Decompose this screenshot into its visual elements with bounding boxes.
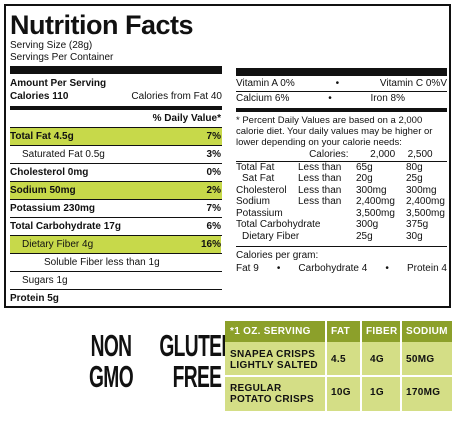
label-left-column: Nutrition Facts Serving Size (28g) Servi… [10,6,222,306]
comparison-header [225,321,452,342]
potato-fat: 10G [331,387,351,398]
dv-table-row: Potassium 3,500mg 3,500mg [236,207,445,219]
nutrient-row-soluble-fiber: Soluble Fiber less than 1g [10,253,222,271]
nutrient-row-dietary-fiber: Dietary Fiber 4g 16% [10,235,222,253]
product-name-snapea: SNAPEA CRISPS LIGHTLY SALTED [230,349,318,371]
nutrient-row-protein: Protein 5g [10,289,222,307]
nutrient-row-saturated-fat: Saturated Fat 0.5g 3% [10,145,222,163]
snapea-fat: 4.5 [331,354,346,365]
comparison-table: *1 OZ. SERVING FAT FIBER SODIUM SNAPEA C… [225,321,452,411]
nutrition-facts-label: Nutrition Facts Serving Size (28g) Servi… [4,4,451,308]
header-fat: FAT [331,326,351,337]
footnote: * Percent Daily Values are based on a 2,… [236,115,433,148]
nutrient-row-cholesterol: Cholesterol 0mg 0% [10,163,222,181]
vitamin-row-2: Calcium 6% • Iron 8% [236,93,405,104]
dv-table-row: Cholesterol Less than 300mg 300mg [236,184,437,196]
nutrient-row-total-carbohydrate: Total Carbohydrate 17g 6% [10,217,222,235]
servings-per-container: Servings Per Container [10,52,114,63]
dv-table-row: Sat Fat Less than 20g 25g [242,173,423,184]
divider-thick-right [236,68,447,76]
divider-medium [10,106,222,110]
non-gmo-badge: NON GMO [88,328,134,394]
header-fiber: FIBER [366,326,398,337]
nutrient-row-sugars: Sugars 1g [10,271,222,289]
dv-table-row: Dietary Fiber 25g 30g [242,230,423,242]
divider-medium-right [236,108,447,112]
label-title: Nutrition Facts [10,10,194,40]
calories-per-gram-block: Calories per gram: Fat 9 • Carbohydrate … [236,246,447,276]
dv-table-row: Sodium Less than 2,400mg 2,400mg [236,196,445,207]
snapea-fiber: 4G [370,354,384,365]
nutrient-row-sodium: Sodium 50mg 2% [10,181,222,199]
calories-per-gram-values: Fat 9 • Carbohydrate 4 • Protein 4 [236,263,447,274]
potato-fiber: 1G [370,387,384,398]
label-right-column: Vitamin A 0% • Vitamin C 0%V Calcium 6% … [236,6,447,306]
divider-thick [10,66,222,74]
header-serving: *1 OZ. SERVING [230,326,311,337]
calories-from-fat: Calories from Fat 40 [131,91,222,102]
column-divider [400,321,402,411]
nutrient-row-total-fat: Total Fat 4.5g 7% [10,127,222,145]
product-name-potato: REGULAR POTATO CRISPS [230,383,314,405]
header-sodium: SODIUM [406,326,448,337]
snapea-sodium: 50MG [406,354,435,365]
calories: Calories 110 [10,91,69,102]
vitamin-row-1: Vitamin A 0% • Vitamin C 0%V [236,77,447,92]
row-divider [225,375,452,377]
column-divider [325,321,327,411]
dv-table-row: Total Fat Less than 65g 80g [236,161,423,173]
daily-value-header: % Daily Value* [152,113,221,124]
dv-table-row: Total Carbohydrate 300g 375g [236,219,429,230]
dv-table-header: Calories: 2,000 2,500 [236,149,447,162]
daily-value-table: Calories: 2,000 2,500 Total Fat Less tha… [236,149,447,242]
amount-per-serving: Amount Per Serving [10,78,107,89]
nutrient-row-potassium: Potassium 230mg 7% [10,199,222,217]
calories-per-gram-heading: Calories per gram: [236,250,319,261]
serving-size: Serving Size (28g) [10,40,93,51]
calories-row: Calories 110 Calories from Fat 40 [10,90,222,103]
column-divider [360,321,362,411]
gluten-free-badge: GLUTEN FREE [159,328,235,394]
potato-sodium: 170MG [406,387,441,398]
